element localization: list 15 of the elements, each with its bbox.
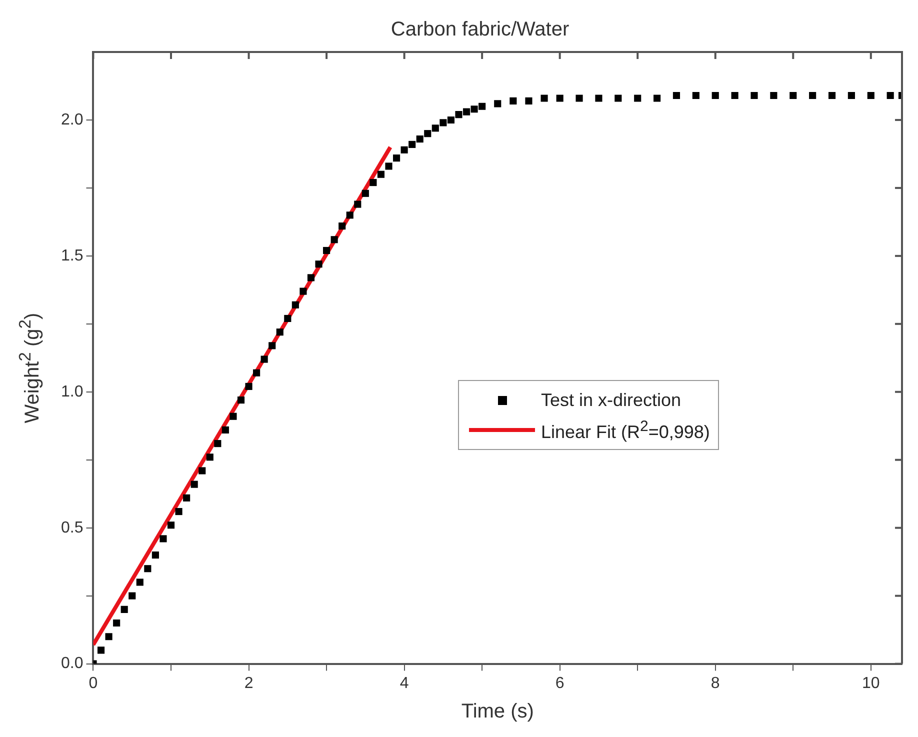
x-tick-label: 0	[88, 674, 98, 692]
x-tick-label: 2	[244, 674, 254, 692]
legend-label: Linear Fit (R$^{2}$=0,998)	[541, 418, 710, 442]
legend-label: Test in x-direction	[541, 390, 682, 410]
chart-title: Carbon fabric/Water	[390, 18, 570, 41]
y-tick-label: 0.0	[60, 655, 84, 672]
x-tick-label: 4	[400, 674, 409, 692]
y-tick-label: 1.0	[60, 383, 84, 400]
x-axis-title: Time (s)	[461, 700, 534, 723]
y-tick-label: 2.0	[60, 111, 84, 128]
x-tick-label: 8	[710, 674, 720, 692]
y-tick-label: 0.5	[60, 519, 84, 536]
x-tick-label: 10	[862, 674, 880, 692]
x-tick-label: 6	[555, 674, 564, 692]
y-tick-label: 1.5	[60, 247, 84, 264]
